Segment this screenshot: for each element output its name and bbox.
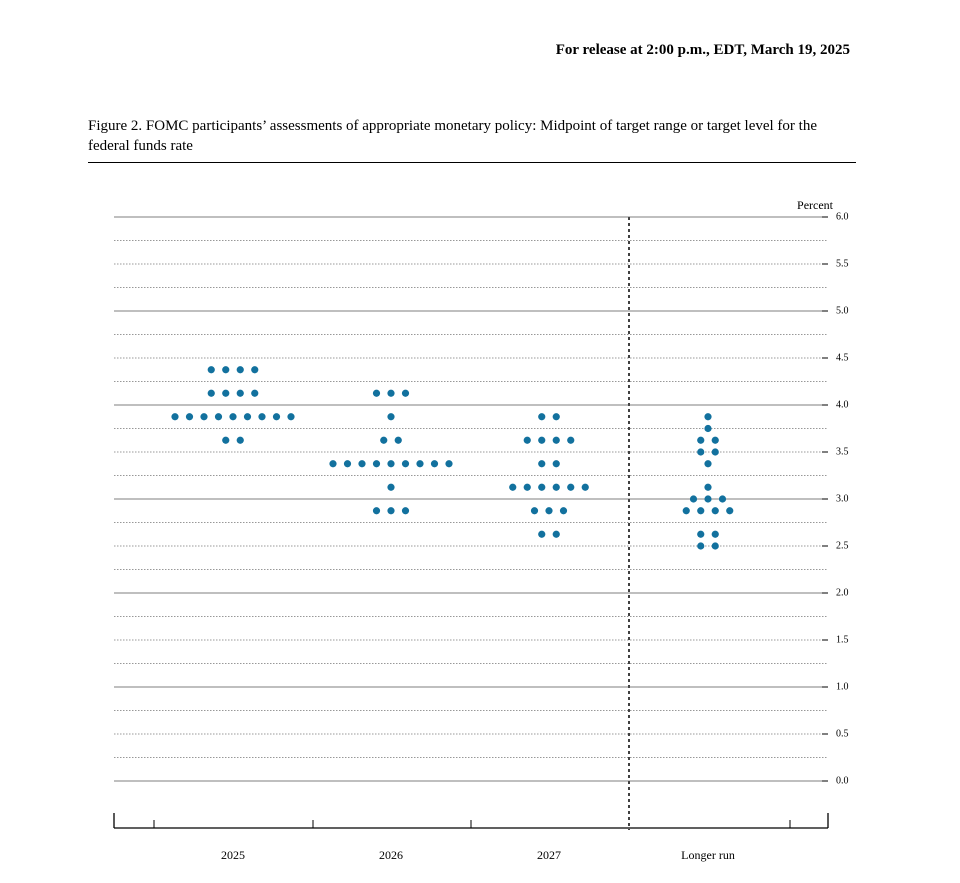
dot [552,483,560,491]
dot [704,413,712,421]
dot [538,483,546,491]
dot [567,436,575,444]
dot [711,436,719,444]
y-tick-label: 3.0 [836,493,849,504]
x-tick-label: 2027 [537,848,561,862]
dot [236,389,244,397]
dot [445,460,453,468]
dot [697,542,705,550]
dot [581,483,589,491]
y-tick-label: 1.0 [836,681,849,692]
dot [538,436,546,444]
dot [711,542,719,550]
dot [243,413,252,421]
dot [704,495,712,503]
dot [552,460,560,468]
dot [726,507,734,515]
dot [236,436,244,444]
y-tick-label: 4.0 [836,399,849,410]
dot [236,366,244,374]
dot [567,483,575,491]
dot [207,389,215,397]
dot [538,460,546,468]
y-tick-label: 1.5 [836,634,849,645]
dot [222,436,230,444]
dot [214,413,223,421]
dot [343,460,352,468]
dot [545,507,553,515]
dot [697,530,705,538]
dot [372,389,381,397]
dot [380,436,388,444]
dot [171,413,179,421]
x-tick-label: 2026 [379,848,403,862]
y-tick-label: 5.0 [836,305,849,316]
dot [222,366,230,374]
dot [185,413,194,421]
dot [718,495,727,503]
dot [559,507,568,515]
dot [401,389,410,397]
dot [711,448,719,456]
dot [704,424,712,433]
dot [430,460,439,468]
dot [272,413,281,421]
y-tick-label: 3.5 [836,446,849,457]
dot [538,413,546,421]
dot [682,507,690,515]
dot [704,483,712,491]
dot [387,507,395,515]
dot [258,413,266,421]
dot [416,460,424,468]
dot [401,507,410,515]
dot [387,483,395,491]
chart-title: Figure 2. FOMC participants’ assessments… [88,116,856,163]
dot [387,389,395,397]
dot [509,483,517,491]
dot [329,460,337,468]
y-tick-label: 5.5 [836,258,849,269]
dot [401,460,410,468]
y-tick-label: 0.5 [836,728,849,739]
dot [552,413,560,421]
dot [552,530,560,538]
dot [229,413,237,421]
dot [387,460,395,468]
y-axis-label: Percent [797,198,834,212]
dot [523,436,531,444]
dot [372,460,381,468]
y-tick-label: 2.0 [836,587,849,598]
dot [697,448,705,456]
x-tick-label: Longer run [681,848,735,862]
dot [200,413,208,421]
y-tick-label: 4.5 [836,352,849,363]
dot [552,436,560,444]
dot [538,530,546,538]
release-note: For release at 2:00 p.m., EDT, March 19,… [555,42,850,58]
y-tick-label: 0.0 [836,775,849,786]
dot [523,483,531,491]
dot [697,507,705,515]
dot [387,413,395,421]
dot [251,366,259,374]
dot [287,413,295,421]
dot [251,389,259,397]
dot [711,530,719,538]
dot [394,436,402,444]
dot [697,436,705,444]
y-tick-label: 2.5 [836,540,849,551]
dot [704,460,712,468]
dot [358,460,366,468]
dot [689,495,698,503]
dot [222,389,230,397]
dot [530,507,539,515]
dot [372,507,381,515]
y-tick-label: 6.0 [836,211,849,222]
dot [207,366,215,374]
x-tick-label: 2025 [221,848,245,862]
dot [711,507,719,515]
